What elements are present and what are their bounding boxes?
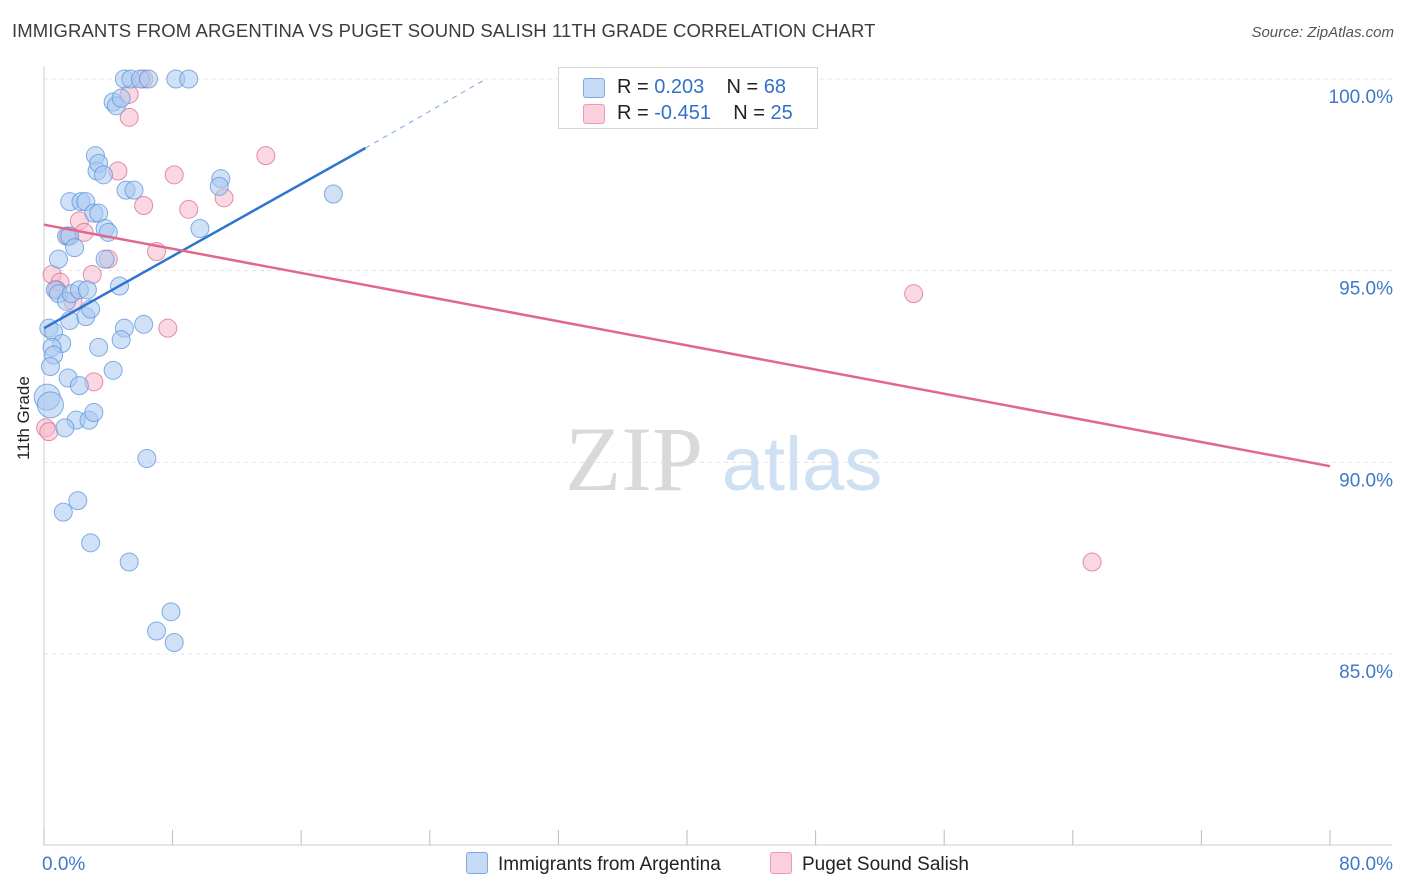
source-note: Source: ZipAtlas.com <box>1251 24 1394 41</box>
y-tick-label: 100.0% <box>1329 87 1394 108</box>
bottom-legend-swatch-blue <box>466 852 488 874</box>
series-immigrants-from-argentina <box>33 69 343 652</box>
legend-n-value: 25 <box>770 102 793 124</box>
point-puget-sound-salish <box>39 422 59 442</box>
point-immigrants-from-argentina <box>138 69 158 89</box>
y-tick-label: 95.0% <box>1339 279 1393 300</box>
point-immigrants-from-argentina <box>69 376 89 396</box>
point-immigrants-from-argentina <box>53 502 73 522</box>
point-immigrants-from-argentina <box>77 280 97 300</box>
bottom-legend-salish: Puget Sound Salish <box>770 852 969 876</box>
legend-r-value: 0.203 <box>654 76 705 98</box>
point-immigrants-from-argentina <box>36 391 64 419</box>
bottom-legend-label-argentina: Immigrants from Argentina <box>498 854 721 875</box>
point-immigrants-from-argentina <box>55 418 75 438</box>
point-immigrants-from-argentina <box>161 602 181 622</box>
point-immigrants-from-argentina <box>179 69 199 89</box>
legend-r-value: -0.451 <box>654 102 711 124</box>
legend-r-label: R = <box>617 76 655 98</box>
legend-swatch-blue <box>583 78 605 98</box>
x-tick-label: 0.0% <box>42 854 85 875</box>
point-immigrants-from-argentina <box>48 249 68 269</box>
watermark: ZIP atlas <box>565 408 882 510</box>
point-puget-sound-salish <box>1082 552 1102 572</box>
watermark-zip: ZIP <box>565 408 703 510</box>
bottom-legend-label-salish: Puget Sound Salish <box>802 854 969 875</box>
y-tick-label: 90.0% <box>1339 470 1393 491</box>
point-immigrants-from-argentina <box>124 180 144 200</box>
point-puget-sound-salish <box>119 107 139 127</box>
legend-n-value: 68 <box>763 76 787 98</box>
point-puget-sound-salish <box>164 165 184 185</box>
y-tick-labels: 85.0% 90.0% 95.0% 100.0% <box>1329 87 1394 683</box>
point-puget-sound-salish <box>134 196 154 215</box>
point-immigrants-from-argentina <box>103 360 123 380</box>
grid-lines <box>44 78 1392 655</box>
axes <box>43 66 1392 846</box>
bottom-legend-argentina: Immigrants from Argentina <box>466 852 721 876</box>
point-immigrants-from-argentina <box>81 533 101 553</box>
trend-line-argentina <box>43 146 367 330</box>
point-immigrants-from-argentina <box>95 249 115 269</box>
point-immigrants-from-argentina <box>134 314 154 334</box>
y-axis-label: 11th Grade <box>14 376 33 460</box>
trend-line-argentina-extension <box>365 78 487 149</box>
point-immigrants-from-argentina <box>111 88 131 108</box>
point-immigrants-from-argentina <box>119 552 139 572</box>
point-immigrants-from-argentina <box>93 165 113 185</box>
legend-r-label: R = <box>617 102 655 124</box>
x-tick-labels: 0.0% 80.0% <box>42 854 1393 875</box>
point-immigrants-from-argentina <box>84 403 104 422</box>
bottom-legend-swatch-pink <box>770 852 792 874</box>
trend-lines <box>43 78 1331 468</box>
point-immigrants-from-argentina <box>137 449 157 468</box>
chart-title: IMMIGRANTS FROM ARGENTINA VS PUGET SOUND… <box>12 20 876 41</box>
watermark-atlas: atlas <box>722 422 883 507</box>
point-immigrants-from-argentina <box>147 621 167 641</box>
point-immigrants-from-argentina <box>68 491 88 511</box>
point-immigrants-from-argentina <box>164 633 184 652</box>
point-immigrants-from-argentina <box>65 238 85 258</box>
legend-n-label: N = <box>726 76 764 98</box>
stats-legend: R = 0.203 N = 68 R = -0.451 N = 25 <box>558 67 818 129</box>
legend-n-label: N = <box>733 102 771 124</box>
point-immigrants-from-argentina <box>209 176 229 196</box>
legend-swatch-pink <box>583 104 605 124</box>
point-puget-sound-salish <box>158 318 178 338</box>
point-immigrants-from-argentina <box>89 337 109 357</box>
point-immigrants-from-argentina <box>323 184 343 204</box>
point-immigrants-from-argentina <box>190 219 210 238</box>
point-immigrants-from-argentina <box>40 357 60 376</box>
point-puget-sound-salish <box>904 284 924 304</box>
x-tick-label: 80.0% <box>1339 854 1393 875</box>
point-puget-sound-salish <box>179 199 199 219</box>
trend-line-salish <box>43 223 1331 468</box>
point-puget-sound-salish <box>256 146 276 166</box>
point-immigrants-from-argentina <box>111 330 131 350</box>
y-tick-label: 85.0% <box>1339 662 1393 683</box>
